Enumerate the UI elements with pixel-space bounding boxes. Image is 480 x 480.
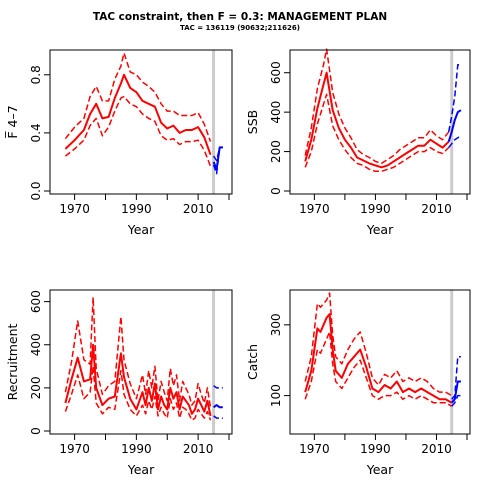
f-bar-ytick-label: 0.0 [29, 181, 43, 200]
ssb-plot-frame [289, 49, 471, 195]
chart-panels: 1970 1990 2010 0.0 0.4 0.8 Year F̅ 4–7 1970 1990 2… [5, 48, 471, 477]
ssb-xtick-label: 1970 [299, 202, 330, 216]
catch-ylabel: Catch [245, 344, 260, 380]
panel-ssb: 1970 1990 2010 0 200 400 600 Year SSB [245, 48, 471, 237]
figure-subtitle: TAC = 136119 (90632;211626) [180, 24, 300, 32]
catch-xtick-label: 1970 [299, 442, 330, 456]
panel-f-bar: 1970 1990 2010 0.0 0.4 0.8 Year F̅ 4–7 [5, 49, 233, 237]
recruitment-ytick-label: 200 [29, 376, 43, 399]
ssb-history-upper [304, 48, 450, 165]
ssb-projection-lower [448, 135, 462, 149]
catch-projection-estimate [450, 380, 461, 404]
f-bar-history-estimate [64, 73, 212, 156]
ssb-ytick-label: 600 [269, 61, 283, 84]
recruitment-history-estimate [64, 343, 212, 417]
panel-recruitment: 1970 1990 2010 0 200 400 600 Year Recruitment [5, 289, 233, 477]
recruitment-projection-estimate [213, 404, 223, 409]
catch-history-upper [304, 292, 453, 397]
figure-title: TAC constraint, then F = 0.3: MANAGEMENT… [93, 11, 387, 23]
catch-xtick-label: 1990 [360, 442, 391, 456]
catch-ytick-label: 300 [269, 313, 283, 336]
f-bar-plot-frame [49, 49, 233, 195]
recruitment-xtick-label: 1970 [59, 442, 90, 456]
f-bar-xtick-label: 1990 [121, 202, 152, 216]
f-bar-xlabel: Year [127, 222, 155, 237]
catch-ytick-label: 100 [269, 384, 283, 407]
ssb-ytick-label: 0 [269, 187, 283, 195]
f-bar-projection-estimate [212, 146, 223, 171]
ssb-xlabel: Year [366, 222, 394, 237]
recruitment-ylabel: Recruitment [5, 324, 20, 401]
f-bar-ytick-label: 0.4 [29, 123, 43, 142]
recruitment-ytick-label: 600 [29, 290, 43, 313]
recruitment-ytick-label: 400 [29, 333, 43, 356]
ssb-projection-estimate [447, 109, 462, 142]
catch-projection-lower [451, 394, 461, 407]
recruitment-history-lower [64, 365, 212, 421]
recruitment-projection-upper [213, 385, 223, 389]
recruitment-xtick-label: 1990 [121, 442, 152, 456]
ssb-ytick-label: 400 [269, 101, 283, 124]
ssb-ylabel: SSB [245, 110, 260, 134]
f-bar-ylabel: F̅ 4–7 [5, 105, 20, 138]
catch-plot-frame [289, 289, 471, 435]
panel-catch: 1970 1990 2010 100 300 Year Catch [245, 289, 471, 477]
ssb-xtick-label: 1990 [360, 202, 391, 216]
f-bar-history-lower [64, 95, 212, 167]
recruitment-xtick-label: 2010 [183, 442, 214, 456]
ssb-projection-upper [447, 64, 461, 133]
recruitment-history-upper [64, 296, 212, 408]
ssb-ytick-label: 200 [269, 140, 283, 163]
recruitment-xlabel: Year [127, 462, 155, 477]
f-bar-xtick-label: 1970 [59, 202, 90, 216]
ssb-history-estimate [304, 71, 450, 169]
f-bar-ytick-label: 0.8 [29, 65, 43, 84]
ssb-history-lower [304, 93, 450, 173]
ssb-xtick-label: 2010 [421, 202, 452, 216]
catch-xtick-label: 2010 [421, 442, 452, 456]
recruitment-projection-lower [213, 415, 223, 419]
recruitment-ytick-label: 0 [29, 427, 43, 435]
catch-projection-upper [451, 355, 461, 400]
f-bar-xtick-label: 2010 [183, 202, 214, 216]
catch-xlabel: Year [366, 462, 394, 477]
f-bar-history-upper [64, 52, 212, 142]
catch-history-lower [304, 331, 453, 407]
catch-history-estimate [304, 313, 453, 404]
recruitment-plot-frame [49, 289, 233, 435]
